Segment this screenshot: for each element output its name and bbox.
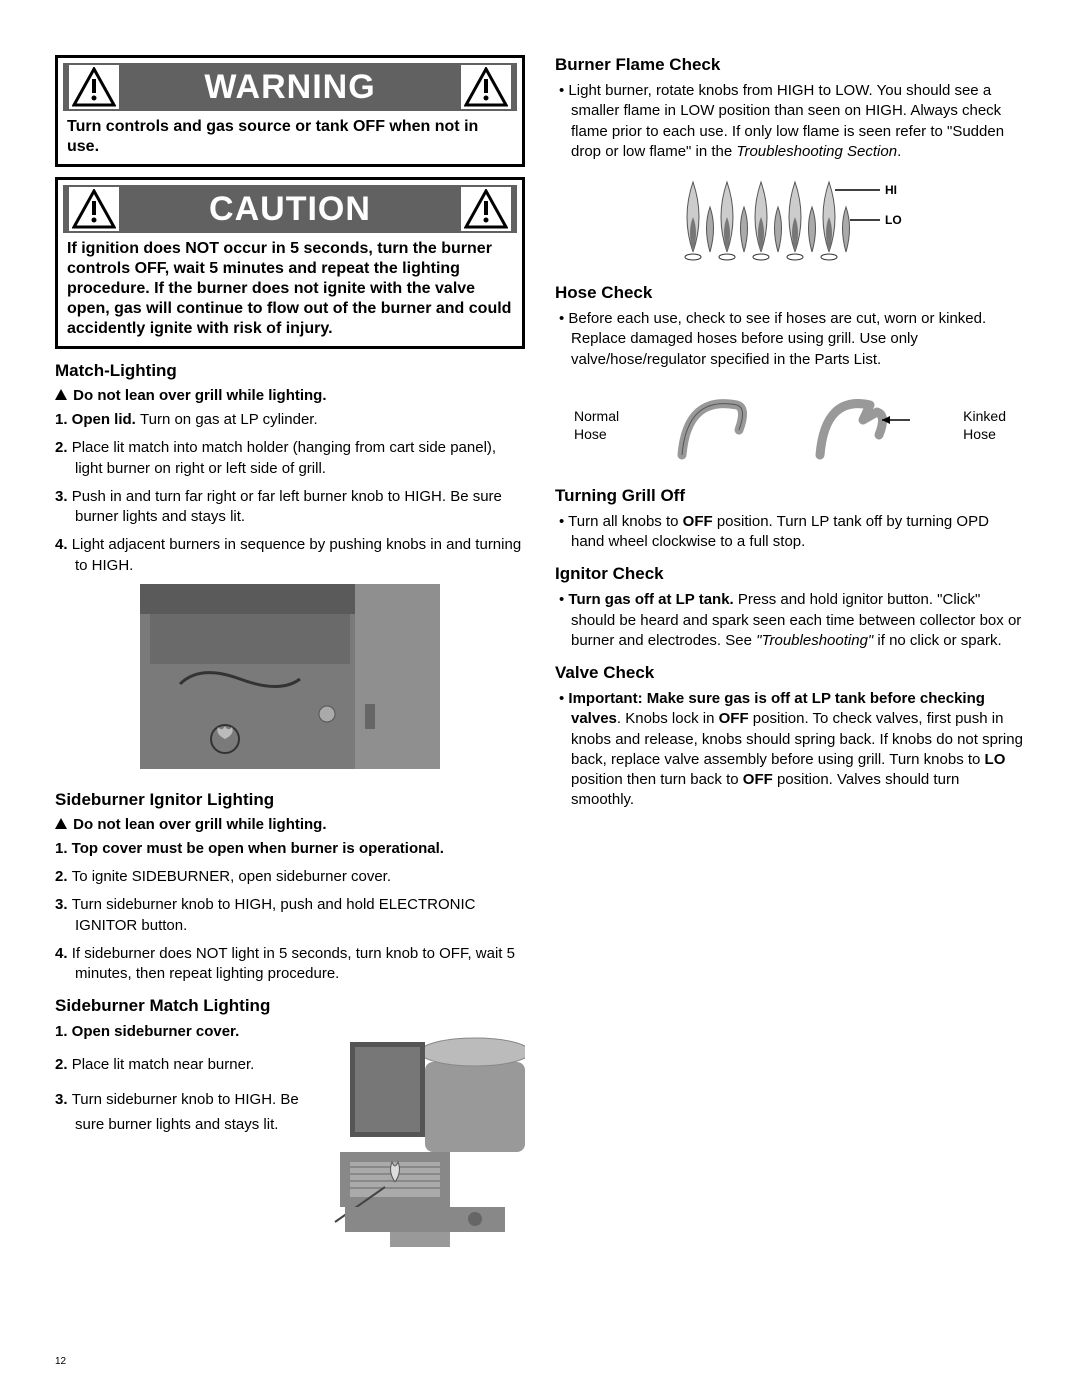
list-item: 4. Light adjacent burners in sequence by…	[55, 535, 525, 576]
hose-diagram: NormalHose KinkedHose	[555, 380, 1025, 470]
svg-text:HI: HI	[885, 183, 897, 197]
kinked-hose-label: KinkedHose	[963, 407, 1006, 443]
caution-box: CAUTION If ignition does NOT occur in 5 …	[55, 177, 525, 349]
side-ignitor-warn: Do not lean over grill while lighting.	[55, 816, 525, 833]
caution-title: CAUTION	[131, 190, 449, 229]
side-match-steps: 1. Open sideburner cover. 2. Place lit m…	[55, 1022, 318, 1146]
warning-title: WARNING	[131, 68, 449, 107]
list-item: • Turn all knobs to OFF position. Turn L…	[555, 512, 1025, 553]
match-lighting-steps: 1. Open lid. Turn on gas at LP cylinder.…	[55, 410, 525, 576]
match-lighting-title: Match-Lighting	[55, 361, 525, 381]
side-ignitor-steps: 1. Top cover must be open when burner is…	[55, 839, 525, 985]
hazard-icon	[69, 65, 119, 109]
ignitor-check-body: • Turn gas off at LP tank. Press and hol…	[555, 590, 1025, 651]
warning-box: WARNING Turn controls and gas source or …	[55, 55, 525, 167]
page-number: 12	[55, 1356, 66, 1367]
hazard-icon	[461, 187, 511, 231]
right-column: Burner Flame Check • Light burner, rotat…	[555, 55, 1025, 1252]
side-ignitor-title: Sideburner Ignitor Lighting	[55, 790, 525, 810]
flame-diagram: HI LO	[555, 172, 1025, 267]
list-item: • Before each use, check to see if hoses…	[555, 309, 1025, 370]
list-item: 1. Open sideburner cover.	[55, 1022, 318, 1042]
list-item: • Light burner, rotate knobs from HIGH t…	[555, 81, 1025, 162]
turn-off-body: • Turn all knobs to OFF position. Turn L…	[555, 512, 1025, 553]
hazard-icon	[69, 187, 119, 231]
list-item: • Important: Make sure gas is off at LP …	[555, 689, 1025, 811]
caution-body: If ignition does NOT occur in 5 seconds,…	[63, 233, 517, 341]
left-column: WARNING Turn controls and gas source or …	[55, 55, 525, 1252]
list-item: 3. Turn sideburner knob to HIGH, push an…	[55, 895, 525, 936]
list-item: 2. To ignite SIDEBURNER, open sideburner…	[55, 867, 525, 887]
match-lighting-image	[55, 584, 525, 774]
ignitor-check-title: Ignitor Check	[555, 564, 1025, 584]
valve-check-body: • Important: Make sure gas is off at LP …	[555, 689, 1025, 811]
turn-off-title: Turning Grill Off	[555, 486, 1025, 506]
match-lighting-warn: Do not lean over grill while lighting.	[55, 387, 525, 404]
hose-check-body: • Before each use, check to see if hoses…	[555, 309, 1025, 370]
hose-check-title: Hose Check	[555, 283, 1025, 303]
flame-check-title: Burner Flame Check	[555, 55, 1025, 75]
warning-triangle-icon	[55, 818, 67, 829]
warning-body: Turn controls and gas source or tank OFF…	[63, 111, 517, 159]
list-item: • Turn gas off at LP tank. Press and hol…	[555, 590, 1025, 651]
normal-hose-label: NormalHose	[574, 407, 619, 443]
list-item: 3. Push in and turn far right or far lef…	[55, 487, 525, 528]
list-item: 1. Top cover must be open when burner is…	[55, 839, 525, 859]
list-item: 2. Place lit match into match holder (ha…	[55, 438, 525, 479]
side-match-title: Sideburner Match Lighting	[55, 996, 525, 1016]
valve-check-title: Valve Check	[555, 663, 1025, 683]
list-item: 2. Place lit match near burner.	[55, 1055, 318, 1075]
svg-text:LO: LO	[885, 213, 902, 227]
flame-check-body: • Light burner, rotate knobs from HIGH t…	[555, 81, 1025, 162]
hazard-icon	[461, 65, 511, 109]
warning-triangle-icon	[55, 389, 67, 400]
list-item: 3. Turn sideburner knob to HIGH. Be sure…	[55, 1087, 318, 1138]
list-item: 1. Open lid. Turn on gas at LP cylinder.	[55, 410, 525, 430]
list-item: 4. If sideburner does NOT light in 5 sec…	[55, 944, 525, 985]
sideburner-image	[330, 1022, 525, 1252]
